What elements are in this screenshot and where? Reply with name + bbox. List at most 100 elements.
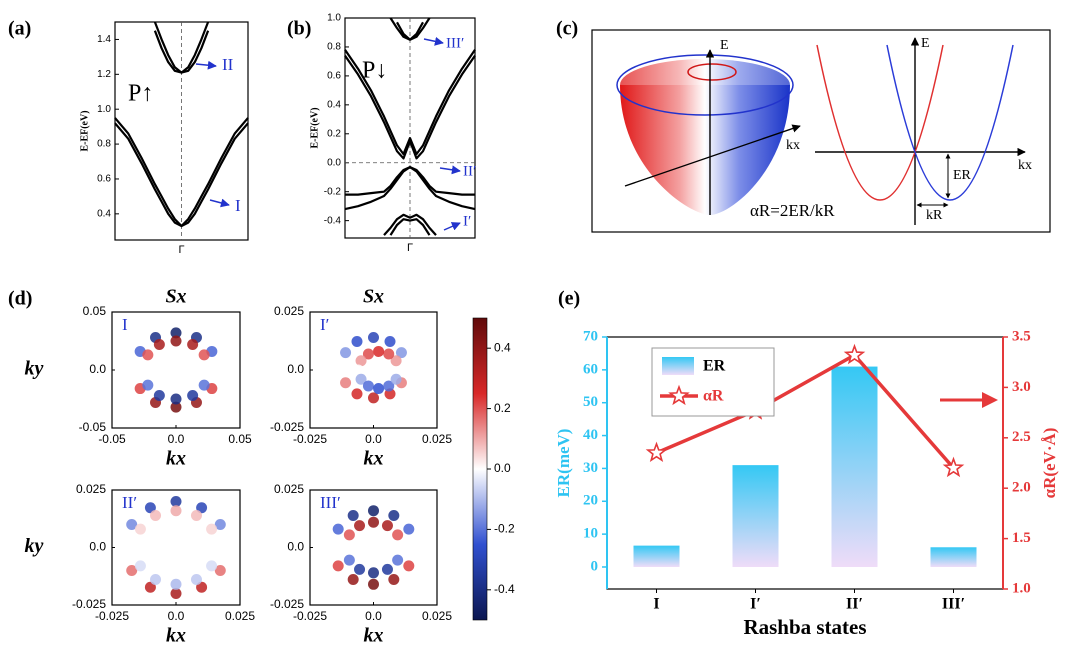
spin-point (332, 523, 344, 535)
x-axis-label: kx (364, 448, 384, 470)
spin-point (170, 505, 182, 517)
x-tick-label: -0.025 (95, 609, 129, 623)
star-marker (942, 456, 965, 478)
x-tick-label: -0.025 (293, 432, 327, 446)
x-tick-label: 0.0 (365, 609, 382, 623)
band-line (396, 21, 424, 41)
spin-point (395, 542, 407, 553)
spin-point (354, 520, 366, 532)
band-line (344, 49, 476, 156)
spin-point (196, 581, 208, 593)
energy-label: ER (953, 168, 972, 183)
y-axis-label: ky (25, 535, 44, 557)
spin-point (388, 510, 400, 522)
axis-label: kx (1018, 158, 1032, 173)
annotation: I (235, 196, 241, 215)
x-tick-label: I′ (750, 596, 761, 613)
spin-point (392, 554, 404, 566)
band-line (114, 117, 249, 228)
axis (624, 124, 801, 187)
spin-point (384, 335, 396, 347)
formula: αR=2ER/kR (750, 201, 835, 220)
panel-label: (a) (8, 18, 31, 40)
y2-tick-label: 1.5 (1012, 530, 1031, 546)
spin-point (170, 496, 182, 507)
spin-point (392, 529, 404, 541)
axis-label: E (921, 36, 930, 51)
spin-point (170, 588, 182, 599)
x-tick-label: 0.0 (365, 432, 382, 446)
annotation-arrow (195, 60, 217, 70)
spin-point (388, 573, 400, 585)
spin-point (198, 379, 210, 391)
spin-point (129, 364, 141, 376)
spin-point (327, 542, 339, 553)
y-tick-label: 40 (583, 427, 598, 443)
y-tick-label: 0.2 (327, 128, 341, 139)
y2-axis-label: αR(eV·Å) (1040, 428, 1059, 499)
spin-point (150, 510, 162, 522)
spin-point (390, 373, 402, 385)
spin-point (340, 347, 352, 359)
band-line (344, 166, 475, 211)
x-tick-label: -0.025 (293, 609, 327, 623)
y-tick-label: 0.0 (89, 362, 106, 376)
colorbar (472, 317, 488, 621)
plots: 0.40.60.81.01.21.4ΓE-EF(eV)P↑III-0.4-0.2… (25, 13, 1059, 647)
y-tick-label: -0.025 (72, 597, 106, 611)
spin-point (373, 383, 385, 395)
y-tick-label: 0.0 (89, 540, 106, 554)
x-axis-label: kx (166, 448, 186, 470)
y-tick-label: -0.025 (270, 597, 304, 611)
y-tick-label: 0.05 (83, 304, 107, 318)
spin-point (368, 392, 379, 404)
legend-label: αR (703, 388, 724, 405)
spin-point (119, 542, 131, 553)
panel-label: (e) (558, 288, 580, 310)
spin-point (334, 362, 346, 374)
colorbar-tick-label: 0.0 (494, 461, 511, 475)
spin-point (332, 560, 344, 572)
y-tick-label: 1.0 (327, 13, 341, 24)
y-axis-label: ER(meV) (554, 429, 573, 498)
y-tick-label: -0.025 (270, 420, 304, 434)
x-axis-label: kx (166, 625, 186, 647)
y-tick-label: 1.2 (97, 69, 111, 80)
x-tick-label: II′ (846, 596, 863, 613)
spin-point (170, 327, 182, 339)
bar (831, 366, 878, 567)
panel-label: (d) (8, 288, 32, 310)
legend-swatch (662, 357, 694, 375)
spin-point (170, 393, 182, 405)
y-tick-label: -0.05 (79, 420, 107, 434)
spin-point (126, 519, 138, 530)
panel-label: I (122, 315, 128, 334)
spin-point (362, 380, 374, 392)
annotation: I′ (463, 213, 471, 229)
axis-label: E (720, 38, 729, 53)
panel-label: II′ (122, 493, 137, 512)
annotation-arrow (209, 198, 230, 208)
panel-label: (b) (287, 18, 311, 40)
spin-point (142, 379, 154, 391)
bar (930, 547, 977, 567)
spin-point (343, 554, 355, 566)
annotation: II′ (463, 163, 476, 179)
band-line (344, 54, 476, 160)
y2-tick-label: 1.0 (1012, 580, 1031, 596)
axis-label: kx (786, 138, 800, 153)
y-tick-label: 0.025 (274, 304, 304, 318)
x-tick-label: 0.05 (228, 432, 252, 446)
spin-point (340, 542, 352, 553)
spin-point (142, 349, 154, 361)
y-tick-label: -0.2 (324, 186, 342, 197)
y-tick-label: 0.8 (327, 42, 341, 53)
band-line (153, 21, 210, 74)
spin-point (347, 510, 359, 522)
y-tick-label: 60 (583, 361, 598, 377)
annotation: P↑ (128, 81, 153, 107)
spin-point (368, 516, 379, 528)
spin-point (190, 510, 202, 522)
spin-point (211, 364, 223, 376)
